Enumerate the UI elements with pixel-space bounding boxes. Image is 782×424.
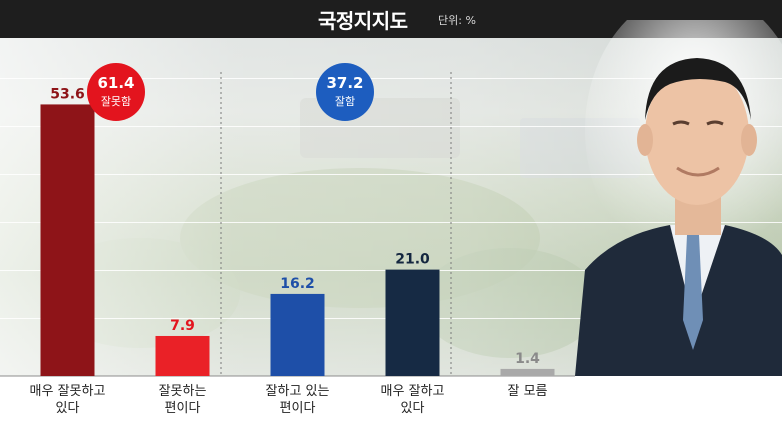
bar-value-label: 21.0 (395, 252, 430, 268)
header-bar: 국정지지도 단위: % (0, 0, 782, 38)
bar (40, 104, 95, 376)
bar-value-label: 16.2 (280, 276, 315, 292)
grid-line (0, 78, 782, 79)
category-label: 잘 모름 (507, 384, 547, 399)
bar (155, 335, 210, 376)
category-label: 편이다 (165, 401, 201, 416)
category-label: 잘못하는 (159, 384, 207, 399)
category-label: 편이다 (280, 401, 316, 416)
chart-title: 국정지지도 (318, 9, 408, 33)
bar (270, 293, 325, 376)
category-label: 매우 잘하고 (381, 384, 445, 399)
bar-value-label: 1.4 (515, 351, 540, 367)
category-label: 매우 잘못하고 (30, 384, 106, 399)
person-photo (575, 20, 782, 376)
grid-line (0, 174, 782, 175)
grid-line (0, 126, 782, 127)
category-label: 잘하고 있는 (266, 384, 330, 399)
bar (500, 368, 555, 376)
approval-total-value: 37.2 (326, 74, 364, 92)
bar-value-label: 7.9 (170, 318, 195, 334)
approval-total-badge: 37.2 잘함 (316, 63, 374, 121)
bar (385, 269, 440, 376)
grid-line (0, 222, 782, 223)
category-label: 있다 (56, 401, 80, 416)
approval-total-label: 잘함 (334, 95, 356, 108)
disapproval-total-label: 잘못함 (100, 95, 132, 108)
unit-label: 단위: % (438, 14, 476, 27)
disapproval-total-badge: 61.4 잘못함 (87, 63, 145, 121)
category-label: 있다 (401, 401, 425, 416)
disapproval-total-value: 61.4 (97, 74, 135, 92)
bar-value-label: 53.6 (50, 86, 85, 102)
